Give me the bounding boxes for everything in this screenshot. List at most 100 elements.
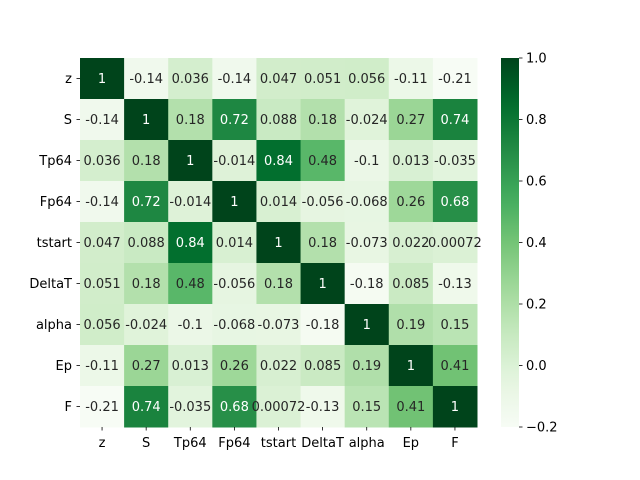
heatmap-cell-tstart-S: [124, 222, 169, 264]
cell-annotation: 0.72: [220, 113, 249, 128]
colorbar-tick-label: 1.0: [526, 52, 547, 67]
cell-annotation: 1: [363, 318, 371, 333]
y-tick-label: tstart: [37, 236, 72, 251]
heatmap-cell-S-S: [124, 99, 169, 141]
heatmap-cell-z-F: [432, 58, 478, 100]
cell-annotation: -0.18: [350, 277, 384, 292]
cell-annotation: 0.84: [264, 154, 293, 169]
heatmap-cell-z-Tp64: [168, 58, 213, 100]
heatmap-cell-F-Fp64: [212, 386, 257, 428]
heatmap-cell-Fp64-F: [432, 181, 478, 223]
cell-annotation: 0.014: [216, 236, 253, 251]
heatmap-cell-S-F: [432, 99, 478, 141]
heatmap-cell-Tp64-S: [124, 140, 169, 182]
heatmap-cell-Ep-F: [432, 345, 478, 387]
heatmap-cell-DeltaT-Tp64: [168, 263, 213, 305]
heatmap-cell-Fp64-S: [124, 181, 169, 223]
cell-annotation: -0.014: [169, 195, 211, 210]
heatmap-annotations: 1 -0.14 0.036 -0.14 0.047 0.051 0.056 -0.11 -0.2…: [83, 72, 481, 415]
heatmap-cell-z-z: [80, 58, 125, 100]
cell-annotation: -0.1: [178, 318, 203, 333]
cell-annotation: 0.00072: [252, 400, 306, 415]
cell-annotation: 1: [186, 154, 194, 169]
y-tick-label: alpha: [36, 318, 72, 333]
heatmap-cell-alpha-DeltaT: [300, 304, 346, 346]
heatmap-cells: [80, 58, 478, 428]
heatmap-cell-Ep-z: [80, 345, 125, 387]
cell-annotation: -0.14: [85, 113, 119, 128]
heatmap-cell-DeltaT-F: [432, 263, 478, 305]
heatmap-cell-alpha-Ep: [388, 304, 434, 346]
heatmap-cell-Tp64-z: [80, 140, 125, 182]
y-tick-label: z: [65, 72, 72, 87]
x-tick-label: tstart: [261, 436, 296, 451]
heatmap-cell-F-Tp64: [168, 386, 213, 428]
cell-annotation: -0.14: [218, 72, 252, 87]
heatmap-cell-DeltaT-S: [124, 263, 169, 305]
heatmap-cell-F-Ep: [388, 386, 434, 428]
cell-annotation: 0.74: [132, 400, 161, 415]
cell-annotation: 0.74: [440, 113, 469, 128]
heatmap-cell-tstart-Fp64: [212, 222, 257, 264]
cell-annotation: 0.41: [440, 359, 469, 374]
colorbar-tick-label: 0.6: [526, 175, 547, 190]
cell-annotation: 0.68: [220, 400, 249, 415]
heatmap-cell-Ep-S: [124, 345, 169, 387]
x-tick-label: Tp64: [173, 436, 207, 451]
cell-annotation: 0.15: [440, 318, 469, 333]
cell-annotation: 1: [142, 113, 150, 128]
heatmap-cell-DeltaT-tstart: [256, 263, 302, 305]
y-tick-label: DeltaT: [29, 277, 72, 292]
cell-annotation: 0.84: [176, 236, 205, 251]
heatmap-cell-S-z: [80, 99, 125, 141]
heatmap-cell-tstart-DeltaT: [300, 222, 346, 264]
cell-annotation: 1: [451, 400, 459, 415]
cell-annotation: 0.41: [396, 400, 425, 415]
heatmap-cell-S-tstart: [256, 99, 302, 141]
cell-annotation: 0.00072: [428, 236, 482, 251]
colorbar-tick-label: −0.2: [526, 421, 558, 436]
cell-annotation: 0.036: [83, 154, 120, 169]
cell-annotation: 0.051: [304, 72, 341, 87]
heatmap-cell-z-Ep: [388, 58, 434, 100]
cell-annotation: 0.013: [172, 359, 209, 374]
cell-annotation: 0.036: [172, 72, 209, 87]
heatmap-cell-F-z: [80, 386, 125, 428]
cell-annotation: -0.11: [85, 359, 119, 374]
heatmap-cell-alpha-tstart: [256, 304, 302, 346]
cell-annotation: -0.18: [306, 318, 340, 333]
colorbar-tick-label: 0.8: [526, 113, 547, 128]
heatmap-cell-Fp64-z: [80, 181, 125, 223]
cell-annotation: -0.073: [258, 318, 300, 333]
colorbar-tick-label: 0.2: [526, 298, 547, 313]
y-axis: z S Tp64 Fp64 tstart DeltaT alpha Ep F: [29, 72, 80, 415]
x-tick-label: S: [142, 436, 150, 451]
heatmap-cell-F-alpha: [344, 386, 390, 428]
heatmap-cell-F-DeltaT: [300, 386, 346, 428]
heatmap-cell-alpha-Tp64: [168, 304, 213, 346]
heatmap-cell-alpha-Fp64: [212, 304, 257, 346]
heatmap-cell-Fp64-tstart: [256, 181, 302, 223]
colorbar-tick-label: 0.4: [526, 236, 547, 251]
y-tick-label: Tp64: [38, 154, 72, 169]
heatmap-cell-DeltaT-alpha: [344, 263, 390, 305]
cell-annotation: -0.13: [438, 277, 472, 292]
cell-annotation: -0.056: [213, 277, 255, 292]
heatmap-cell-alpha-S: [124, 304, 169, 346]
cell-annotation: -0.035: [169, 400, 211, 415]
y-tick-label: S: [64, 113, 72, 128]
cell-annotation: 0.68: [440, 195, 469, 210]
cell-annotation: 0.056: [348, 72, 385, 87]
heatmap-cell-tstart-z: [80, 222, 125, 264]
heatmap-cell-z-tstart: [256, 58, 302, 100]
heatmap-cell-F-S: [124, 386, 169, 428]
cell-annotation: 0.72: [132, 195, 161, 210]
heatmap-cell-Fp64-Fp64: [212, 181, 257, 223]
x-axis: z S Tp64 Fp64 tstart DeltaT alpha Ep F: [99, 427, 459, 451]
cell-annotation: 0.18: [132, 277, 161, 292]
heatmap-cell-Ep-Fp64: [212, 345, 257, 387]
heatmap-cell-DeltaT-z: [80, 263, 125, 305]
cell-annotation: 0.18: [308, 113, 337, 128]
heatmap-cell-Tp64-tstart: [256, 140, 302, 182]
